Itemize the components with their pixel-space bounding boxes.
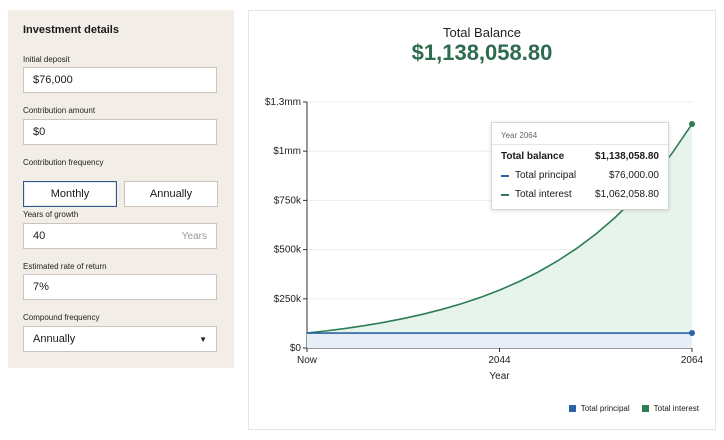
- contribution-amount-value: $0: [33, 126, 46, 138]
- investment-details-panel: Investment details Initial deposit $76,0…: [8, 10, 234, 368]
- years-of-growth-input[interactable]: 40 Years: [23, 223, 217, 249]
- years-of-growth-value: 40: [33, 230, 46, 242]
- legend-interest-swatch: [641, 405, 649, 412]
- rate-of-return-input[interactable]: 7%: [23, 274, 217, 300]
- rate-of-return-value: 7%: [33, 281, 49, 293]
- total-balance-title: Total Balance: [442, 25, 522, 40]
- tooltip-divider: [492, 144, 668, 145]
- tooltip-balance-value: $1,138,058.80: [595, 151, 659, 162]
- y-tick-label: $0: [290, 343, 302, 354]
- tooltip-row-balance: Total balance $1,138,058.80: [501, 151, 659, 162]
- legend-principal-swatch: [568, 405, 576, 412]
- principal-swatch-icon: [501, 174, 509, 177]
- chevron-down-icon: ▼: [199, 334, 207, 344]
- tooltip-interest-label: Total interest: [515, 189, 572, 200]
- compound-frequency-label: Compound frequency: [23, 313, 100, 322]
- initial-deposit-value: $76,000: [33, 74, 73, 86]
- legend-principal-label: Total principal: [580, 404, 630, 413]
- interest-area: [307, 124, 692, 348]
- x-tick-label: Now: [297, 355, 318, 366]
- principal-area: [307, 333, 692, 348]
- compound-frequency-select[interactable]: Annually ▼: [23, 326, 217, 352]
- y-tick-label: $1mm: [273, 146, 301, 157]
- tooltip-balance-label: Total balance: [501, 151, 565, 162]
- interest-swatch-icon: [501, 193, 509, 196]
- tooltip-interest-value: $1,062,058.80: [595, 189, 659, 200]
- y-tick-label: $750k: [274, 195, 302, 206]
- initial-deposit-input[interactable]: $76,000: [23, 67, 217, 93]
- interest-end-marker: [689, 121, 695, 128]
- tooltip-row-principal: Total principal $76,000.00: [501, 170, 659, 181]
- y-tick-label: $250k: [274, 294, 302, 305]
- contribution-frequency-label: Contribution frequency: [23, 158, 104, 167]
- balance-growth-chart: $0 $250k $500k $750k $1mm $1.3mm Now 2044 2064 Ye…: [265, 97, 704, 382]
- chart-legend: Total principal Total interest: [557, 404, 699, 413]
- y-tick-label: $1.3mm: [265, 97, 301, 108]
- frequency-annually-button[interactable]: Annually: [124, 181, 218, 207]
- initial-deposit-label: Initial deposit: [23, 55, 70, 64]
- contribution-frequency-toggle: Monthly Annually: [23, 181, 219, 207]
- y-tick-label: $500k: [274, 245, 302, 256]
- legend-item-principal[interactable]: Total principal: [568, 404, 630, 413]
- tooltip-year: Year 2064: [501, 131, 538, 140]
- x-tick-label: 2044: [488, 355, 511, 366]
- x-axis-title: Year: [489, 371, 510, 382]
- contribution-amount-input[interactable]: $0: [23, 119, 217, 145]
- tooltip-row-interest: Total interest $1,062,058.80: [501, 189, 659, 200]
- legend-interest-label: Total interest: [653, 404, 699, 413]
- years-of-growth-label: Years of growth: [23, 210, 79, 219]
- rate-of-return-label: Estimated rate of return: [23, 262, 107, 271]
- balance-chart-card: Total Balance $1,138,058.80 $0 $250k $500k…: [248, 10, 716, 430]
- panel-title: Investment details: [23, 24, 119, 36]
- chart-tooltip: Year 2064 Total balance $1,138,058.80 To…: [491, 122, 669, 210]
- x-tick-label: 2064: [681, 355, 704, 366]
- compound-frequency-value: Annually: [33, 333, 76, 345]
- principal-end-marker: [689, 330, 695, 337]
- frequency-monthly-button[interactable]: Monthly: [23, 181, 117, 207]
- contribution-amount-label: Contribution amount: [23, 106, 96, 115]
- years-suffix: Years: [181, 230, 207, 242]
- tooltip-principal-value: $76,000.00: [608, 170, 659, 181]
- legend-item-interest[interactable]: Total interest: [641, 404, 699, 413]
- total-balance-value: $1,138,058.80: [411, 40, 553, 65]
- tooltip-principal-label: Total principal: [515, 170, 577, 181]
